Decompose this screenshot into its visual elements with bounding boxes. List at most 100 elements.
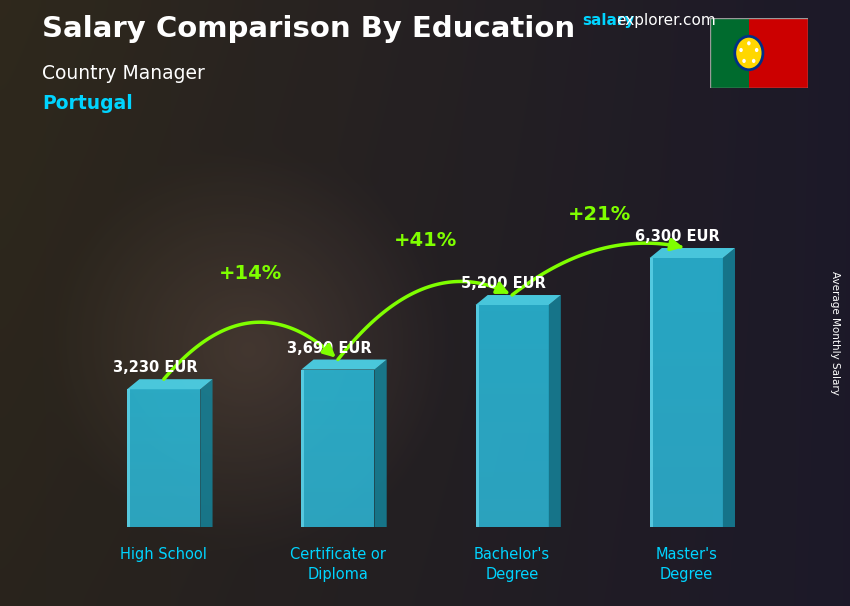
Bar bbox=[475, 438, 548, 444]
Bar bbox=[302, 480, 375, 484]
Bar bbox=[302, 378, 375, 381]
Bar bbox=[475, 344, 548, 350]
Text: Country Manager: Country Manager bbox=[42, 64, 206, 82]
Bar bbox=[302, 448, 375, 452]
Text: Average Monthly Salary: Average Monthly Salary bbox=[830, 271, 840, 395]
Bar bbox=[649, 447, 722, 453]
Bar bbox=[475, 411, 548, 416]
Circle shape bbox=[752, 59, 756, 63]
Polygon shape bbox=[548, 295, 561, 527]
Bar bbox=[128, 521, 201, 524]
Bar bbox=[302, 417, 375, 421]
Text: Bachelor's
Degree: Bachelor's Degree bbox=[474, 547, 550, 582]
Bar bbox=[475, 366, 548, 371]
Bar bbox=[475, 478, 548, 483]
Circle shape bbox=[734, 36, 763, 70]
Text: High School: High School bbox=[121, 547, 207, 562]
Text: explorer.com: explorer.com bbox=[616, 13, 716, 28]
Bar bbox=[649, 493, 722, 501]
Polygon shape bbox=[475, 295, 561, 305]
Bar bbox=[475, 333, 548, 338]
Bar bbox=[475, 461, 548, 466]
Bar bbox=[475, 350, 548, 355]
Bar bbox=[649, 393, 722, 399]
Bar bbox=[475, 416, 548, 422]
Circle shape bbox=[747, 41, 751, 45]
Bar bbox=[302, 476, 375, 480]
Bar bbox=[475, 450, 548, 455]
Bar bbox=[128, 510, 201, 513]
Bar bbox=[649, 426, 722, 433]
Bar bbox=[128, 399, 201, 403]
Text: +21%: +21% bbox=[568, 205, 631, 224]
Bar bbox=[649, 433, 722, 440]
Bar bbox=[649, 453, 722, 460]
Bar bbox=[475, 305, 548, 310]
Bar bbox=[475, 383, 548, 388]
Bar bbox=[649, 265, 722, 271]
Bar bbox=[302, 491, 375, 496]
Bar bbox=[649, 365, 722, 373]
Bar bbox=[475, 427, 548, 433]
Bar bbox=[128, 438, 201, 441]
Bar bbox=[749, 18, 808, 88]
Bar bbox=[475, 327, 548, 333]
Bar bbox=[475, 483, 548, 488]
Bar bbox=[128, 486, 201, 489]
Polygon shape bbox=[128, 379, 212, 389]
Bar bbox=[649, 305, 722, 312]
Bar bbox=[128, 493, 201, 496]
Bar bbox=[649, 312, 722, 319]
Bar bbox=[649, 480, 722, 487]
Bar bbox=[302, 373, 375, 378]
Bar bbox=[302, 472, 375, 476]
Bar bbox=[649, 460, 722, 467]
Text: 5,200 EUR: 5,200 EUR bbox=[461, 276, 546, 291]
Bar bbox=[302, 436, 375, 441]
Bar bbox=[475, 338, 548, 344]
Bar bbox=[302, 401, 375, 405]
Bar bbox=[128, 476, 201, 479]
Bar bbox=[302, 393, 375, 397]
Bar bbox=[128, 496, 201, 499]
Text: 3,230 EUR: 3,230 EUR bbox=[113, 360, 197, 375]
Bar bbox=[649, 373, 722, 379]
Bar bbox=[649, 258, 653, 527]
Bar bbox=[302, 413, 375, 417]
Bar bbox=[475, 455, 548, 461]
Bar bbox=[649, 386, 722, 393]
Text: +14%: +14% bbox=[219, 264, 282, 284]
Bar bbox=[128, 468, 201, 472]
Bar bbox=[302, 452, 375, 456]
Text: Certificate or
Diploma: Certificate or Diploma bbox=[290, 547, 386, 582]
Bar bbox=[475, 466, 548, 471]
Circle shape bbox=[755, 48, 758, 52]
Bar bbox=[649, 521, 722, 527]
Bar bbox=[475, 371, 548, 377]
Bar bbox=[302, 468, 375, 472]
Bar bbox=[475, 388, 548, 394]
Bar bbox=[302, 488, 375, 491]
Bar bbox=[475, 355, 548, 361]
Bar bbox=[475, 399, 548, 405]
Bar bbox=[475, 316, 548, 322]
Bar bbox=[649, 399, 722, 406]
Circle shape bbox=[742, 59, 745, 63]
Bar bbox=[128, 441, 201, 444]
Bar bbox=[649, 467, 722, 473]
Polygon shape bbox=[722, 248, 735, 527]
Bar bbox=[649, 258, 722, 265]
Bar bbox=[302, 456, 375, 460]
Bar bbox=[475, 322, 548, 327]
Bar bbox=[302, 511, 375, 515]
Bar bbox=[302, 425, 375, 428]
Bar bbox=[475, 471, 548, 478]
Bar bbox=[302, 499, 375, 504]
Bar bbox=[475, 444, 548, 450]
Bar bbox=[475, 305, 479, 527]
Bar bbox=[128, 524, 201, 527]
Bar bbox=[649, 379, 722, 386]
Bar bbox=[302, 460, 375, 464]
Bar bbox=[128, 427, 201, 431]
Bar bbox=[128, 513, 201, 517]
